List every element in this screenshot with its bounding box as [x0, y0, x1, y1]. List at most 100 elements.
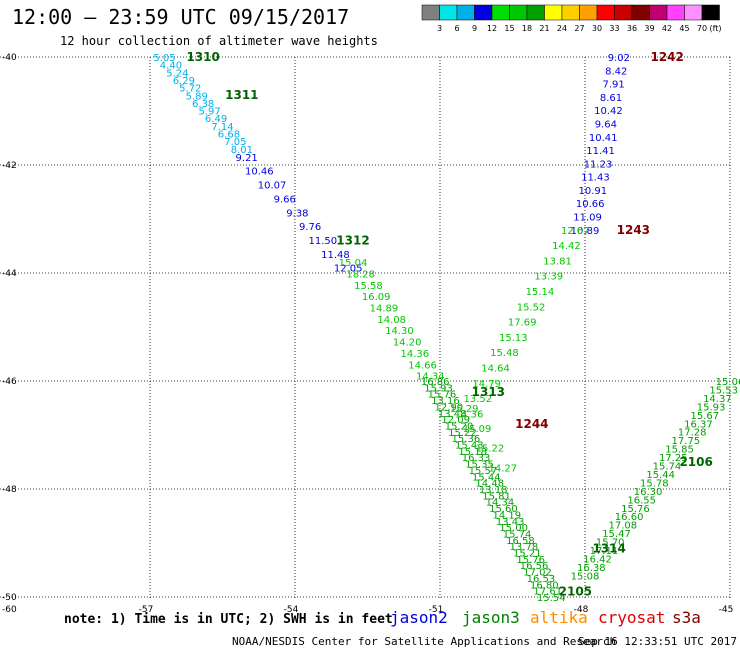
- swh-value: 15.09: [463, 424, 492, 435]
- swh-value: 11.09: [573, 213, 602, 224]
- swh-value: 15.06: [716, 377, 740, 388]
- swh-value: 17.25: [659, 453, 688, 464]
- swh-value: 15.54: [537, 593, 566, 604]
- swh-value: 14.64: [481, 364, 510, 375]
- x-tick-label: -45: [719, 605, 734, 615]
- colorbar-label: 42: [662, 24, 672, 33]
- colorbar-label: 3: [437, 24, 442, 33]
- swh-value: 16.37: [684, 419, 713, 430]
- chart-subtitle: 12 hour collection of altimeter wave hei…: [60, 34, 378, 48]
- colorbar-swatch: [544, 4, 563, 21]
- swh-value: 17.28: [678, 428, 707, 439]
- swh-value: 18.28: [346, 270, 375, 281]
- swh-value: 6.38: [192, 99, 214, 110]
- pass-label: 1311: [225, 88, 258, 102]
- swh-value: 15.00: [499, 523, 528, 534]
- colorbar-label: 9: [472, 24, 477, 33]
- swh-value: 8.01: [231, 145, 253, 156]
- colorbar-label: 36: [627, 24, 637, 33]
- colorbar-label: 18: [522, 24, 532, 33]
- swh-value: 14.48: [475, 479, 504, 490]
- colorbar-swatch: [614, 4, 633, 21]
- swh-value: 15.18: [458, 447, 487, 458]
- swh-value: 15.85: [665, 445, 694, 456]
- swh-value: 5.24: [166, 68, 188, 79]
- swh-value: 15.44: [646, 470, 675, 481]
- colorbar-label: 33: [609, 24, 619, 33]
- swh-value: 13.39: [534, 272, 563, 283]
- colorbar-label: (ft): [709, 24, 721, 33]
- swh-value: 13.48: [438, 409, 467, 420]
- y-tick-label: -42: [2, 161, 17, 171]
- swh-value: 15.76: [621, 504, 650, 515]
- swh-value: 13.43: [496, 517, 525, 528]
- swh-value: 16.30: [634, 487, 663, 498]
- colorbar-swatch: [666, 4, 685, 21]
- colorbar-swatch: [579, 4, 598, 21]
- swh-value: 17.61: [533, 587, 562, 598]
- swh-value: 14.20: [393, 338, 422, 349]
- pass-label: 1244: [515, 417, 548, 431]
- swh-value: 6.29: [173, 76, 195, 87]
- swh-value: 15.67: [690, 411, 719, 422]
- swh-value: 16.33: [462, 453, 491, 464]
- swh-value: 10.66: [576, 199, 605, 210]
- swh-value: 10.91: [578, 186, 607, 197]
- x-tick-label: -51: [429, 605, 444, 615]
- swh-value: 5.05: [153, 53, 175, 64]
- swh-value: 11.43: [581, 173, 610, 184]
- swh-value: 15.57: [469, 466, 498, 477]
- swh-value: 15.08: [571, 571, 600, 582]
- swh-value: 15.58: [354, 281, 383, 292]
- pass-label: 1314: [592, 541, 625, 555]
- swh-value: 15.76: [428, 390, 457, 401]
- swh-value: 12.67: [561, 226, 590, 237]
- swh-value: 16.56: [520, 561, 549, 572]
- pass-label: 2106: [679, 455, 712, 469]
- swh-value: 9.66: [274, 194, 296, 205]
- colorbar-label: 24: [557, 24, 567, 33]
- pass-label: 1242: [650, 50, 683, 64]
- y-tick-label: -50: [2, 593, 17, 603]
- swh-value: 14.30: [385, 326, 414, 337]
- colorbar-label: 45: [679, 24, 689, 33]
- colorbar-swatch: [439, 4, 458, 21]
- swh-value: 6.68: [218, 130, 240, 141]
- swh-value: 15.36: [452, 434, 481, 445]
- colorbar-label: 70: [697, 24, 707, 33]
- swh-value: 8.42: [605, 66, 627, 77]
- swh-value: 15.93: [697, 402, 726, 413]
- mission-s3a: s3a: [672, 608, 701, 627]
- swh-value: 5.89: [186, 91, 208, 102]
- swh-value: 10.41: [589, 133, 618, 144]
- swh-value: 14.66: [408, 360, 437, 371]
- swh-value: 15.44: [472, 472, 501, 483]
- swh-value: 17.69: [508, 318, 537, 329]
- swh-value: 6.49: [205, 114, 227, 125]
- swh-value: 15.60: [489, 504, 518, 515]
- pass-label: 1312: [336, 234, 369, 248]
- swh-value: 15.48: [490, 348, 519, 359]
- colorbar-swatch: [526, 4, 545, 21]
- y-tick-label: -40: [2, 53, 17, 63]
- swh-value: 9.02: [608, 53, 630, 64]
- mission-jason2: jason2: [390, 608, 448, 627]
- swh-value: 14.42: [552, 241, 581, 252]
- colorbar-label: 15: [504, 24, 514, 33]
- colorbar-swatch: [631, 4, 650, 21]
- swh-value: 14.34: [486, 498, 515, 509]
- swh-value: 14.36: [455, 409, 484, 420]
- y-tick-label: -48: [2, 485, 17, 495]
- swh-value: 10.07: [258, 181, 287, 192]
- swh-value: 17.75: [672, 436, 701, 447]
- swh-value: 15.74: [653, 462, 682, 473]
- swh-value: 15.81: [482, 491, 511, 502]
- swh-value: 11.41: [586, 146, 615, 157]
- swh-value: 15.20: [445, 421, 474, 432]
- swh-value: 13.16: [431, 396, 460, 407]
- mission-jason3: jason3: [462, 608, 520, 627]
- swh-value: 15.04: [339, 258, 368, 269]
- swh-value: 15.70: [596, 538, 625, 549]
- colorbar-label: 27: [574, 24, 584, 33]
